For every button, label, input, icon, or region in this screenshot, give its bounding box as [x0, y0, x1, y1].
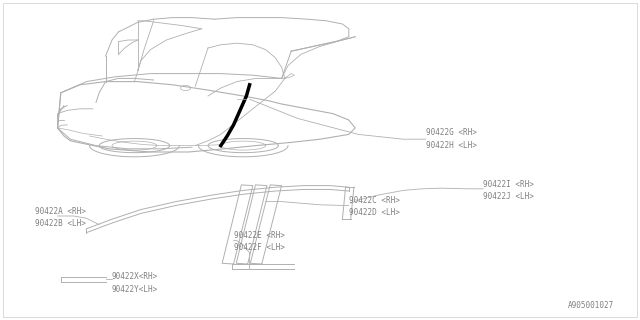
Text: 90422X<RH>
90422Y<LH>: 90422X<RH> 90422Y<LH>: [112, 272, 158, 294]
Text: A905001027: A905001027: [568, 301, 614, 310]
Text: 90422G <RH>
90422H <LH>: 90422G <RH> 90422H <LH>: [426, 128, 476, 150]
Text: 90422I <RH>
90422J <LH>: 90422I <RH> 90422J <LH>: [483, 180, 534, 201]
Text: 90422C <RH>
90422D <LH>: 90422C <RH> 90422D <LH>: [349, 196, 399, 217]
Text: 90422E <RH>
90422F <LH>: 90422E <RH> 90422F <LH>: [234, 231, 284, 252]
Text: 90422A <RH>
90422B <LH>: 90422A <RH> 90422B <LH>: [35, 207, 86, 228]
